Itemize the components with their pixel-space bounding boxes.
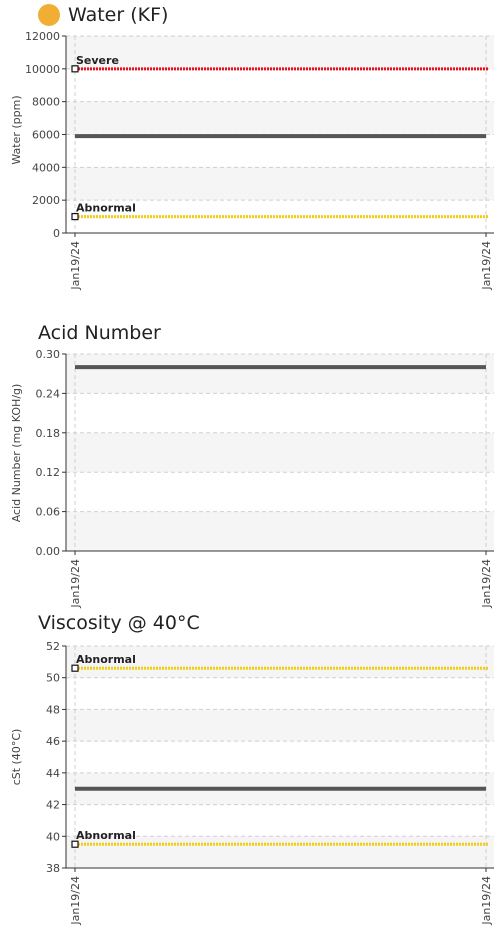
y-tick-label: 44: [46, 767, 60, 780]
y-tick-label: 10000: [25, 63, 60, 76]
x-tick-label: Jan19/24: [69, 241, 82, 291]
chart-title: Viscosity @ 40°C: [38, 612, 200, 634]
y-tick-label: 0.18: [36, 427, 61, 440]
abnormal-limit-marker: [71, 212, 79, 221]
y-axis-label: Acid Number (mg KOH/g): [10, 384, 23, 523]
acid-number-title-row: Acid Number: [38, 322, 161, 344]
y-axis-label: Water (ppm): [10, 95, 23, 164]
grid-band: [66, 709, 494, 742]
x-tick-label: Jan19/24: [480, 241, 493, 291]
grid-band: [66, 646, 494, 678]
status-dot-icon: [38, 4, 60, 26]
abnormal-limit-marker: [71, 664, 79, 672]
y-tick-label: 6000: [32, 129, 60, 142]
y-tick-label: 50: [46, 672, 60, 685]
abnormal-limit-label: Abnormal: [76, 829, 136, 842]
abnormal-limit-marker: [71, 840, 79, 848]
y-tick-label: 0.12: [36, 466, 61, 479]
y-tick-label: 0.06: [36, 506, 61, 519]
water-title-row: Water (KF): [38, 4, 168, 26]
chart-title: Acid Number: [38, 322, 161, 344]
x-tick-label: Jan19/24: [480, 559, 493, 609]
acid-number-chart-panel: Acid Number 0.00 0.06 0.12 0.18 0.24 0.30 Acid…: [0, 318, 498, 618]
viscosity-chart-panel: Viscosity @ 40°C 38 40 42 44 46 48 50 52 cSt (40…: [0, 608, 498, 931]
viscosity-chart: 38 40 42 44 46 48 50 52 cSt (40°C) Abnormal Abnorm…: [10, 640, 494, 926]
y-tick-label: 48: [46, 703, 60, 716]
y-tick-label: 0: [53, 227, 60, 240]
acid-number-chart: 0.00 0.06 0.12 0.18 0.24 0.30 Acid Number (mg …: [10, 348, 494, 609]
y-tick-label: 42: [46, 799, 60, 812]
y-tick-label: 4000: [32, 161, 60, 174]
severe-limit-marker: [71, 65, 79, 73]
y-tick-label: 46: [46, 735, 60, 748]
grid-band: [66, 432, 494, 473]
x-tick-label: Jan19/24: [69, 559, 82, 609]
grid-band: [66, 511, 494, 551]
grid-band: [66, 354, 494, 394]
y-tick-label: 8000: [32, 96, 60, 109]
grid-band: [66, 101, 494, 135]
abnormal-limit-label: Abnormal: [76, 653, 136, 666]
x-tick-label: Jan19/24: [480, 876, 493, 926]
viscosity-title-row: Viscosity @ 40°C: [38, 612, 200, 634]
grid-band: [66, 36, 494, 69]
water-chart: 0 2000 4000 6000 8000 10000 12000 Water (ppm) Se…: [10, 30, 494, 291]
water-chart-panel: Water (KF) 0 2000 4000 6000 8000 10000 12000 Wa…: [0, 0, 498, 300]
y-tick-label: 0.30: [36, 348, 61, 361]
x-tick-label: Jan19/24: [69, 876, 82, 926]
y-tick-label: 0.00: [36, 545, 61, 558]
y-tick-label: 0.24: [36, 387, 61, 400]
y-tick-label: 2000: [32, 194, 60, 207]
grid-band: [66, 836, 494, 868]
severe-limit-label: Severe: [76, 54, 119, 67]
y-tick-label: 52: [46, 640, 60, 653]
y-tick-label: 12000: [25, 30, 60, 43]
chart-title: Water (KF): [68, 4, 169, 26]
y-tick-label: 38: [46, 862, 60, 875]
grid-band: [66, 167, 494, 201]
abnormal-limit-label: Abnormal: [76, 202, 136, 215]
y-axis-label: cSt (40°C): [10, 729, 23, 786]
y-tick-label: 40: [46, 830, 60, 843]
